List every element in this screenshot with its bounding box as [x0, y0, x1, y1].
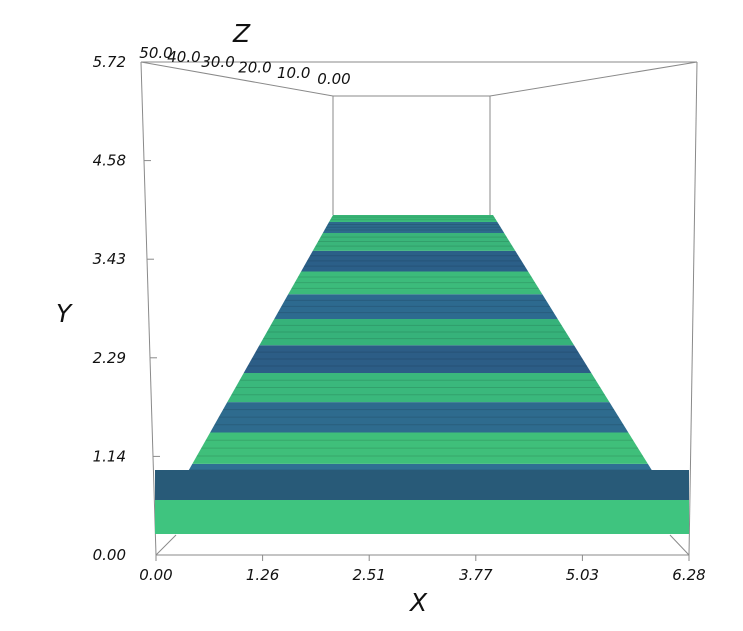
box-top-right-connector: [489, 61, 698, 97]
x-tick-label-1: 1.26: [246, 566, 279, 584]
y-tick-label-1: 1.14: [93, 447, 126, 465]
y-tick-label-0: 0.00: [93, 546, 126, 564]
x-tick-label-5: 6.28: [672, 566, 705, 584]
z-axis-title: Z: [232, 19, 251, 48]
z-tick-label-0: 0.00: [317, 70, 350, 88]
z-tick-label-4: 40.0: [167, 48, 200, 66]
surface-strip-3: [192, 432, 648, 464]
x-tick-label-0: 0.00: [139, 566, 172, 584]
z-tick-label-5: 50.0: [139, 44, 172, 62]
box-front-left-edge: [140, 61, 157, 556]
z-tick-label-1: 10.0: [277, 64, 310, 82]
box-front-right-edge: [688, 61, 698, 556]
surface-front-face: [155, 500, 689, 534]
y-axis-title: Y: [56, 299, 73, 328]
tick-labels: 0.00 1.26 2.51 3.77 5.03 6.28 0.00 1.14 2.29 3.43…: [93, 44, 706, 584]
z-tick-label-2: 20.0: [238, 58, 271, 76]
box-top-left-connector: [140, 61, 334, 97]
x-tick-label-3: 3.77: [459, 566, 493, 584]
surface-strip-8: [274, 294, 558, 319]
surface-strip-11: [312, 232, 516, 251]
surface-front-face-dark: [155, 470, 689, 500]
y-tick-label-5: 5.72: [93, 53, 126, 71]
tick-marks: [141, 61, 690, 561]
surface-strip-13: [329, 215, 498, 223]
y-tick-label-4: 4.58: [93, 152, 126, 170]
bounding-box: [140, 61, 698, 556]
x-axis-title: X: [408, 588, 428, 617]
surface-strip-5: [227, 373, 610, 403]
y-tick-label-3: 3.43: [93, 250, 126, 268]
y-tick-label-2: 2.29: [93, 349, 126, 367]
surface-strips: [155, 215, 689, 534]
x-tick-label-4: 5.03: [566, 566, 599, 584]
surface-strip-9: [288, 271, 543, 295]
box-bottom-right-connector: [669, 534, 690, 556]
surface-strip-10: [301, 250, 529, 272]
surface-strip-6: [243, 345, 592, 374]
surface-strip-12: [322, 222, 505, 233]
box-bottom-left-connector: [155, 534, 177, 556]
surface-strip-4: [210, 402, 629, 433]
z-tick-label-3: 30.0: [201, 53, 234, 71]
surface-strip-7: [259, 318, 575, 346]
x-tick-label-2: 2.51: [352, 566, 385, 584]
